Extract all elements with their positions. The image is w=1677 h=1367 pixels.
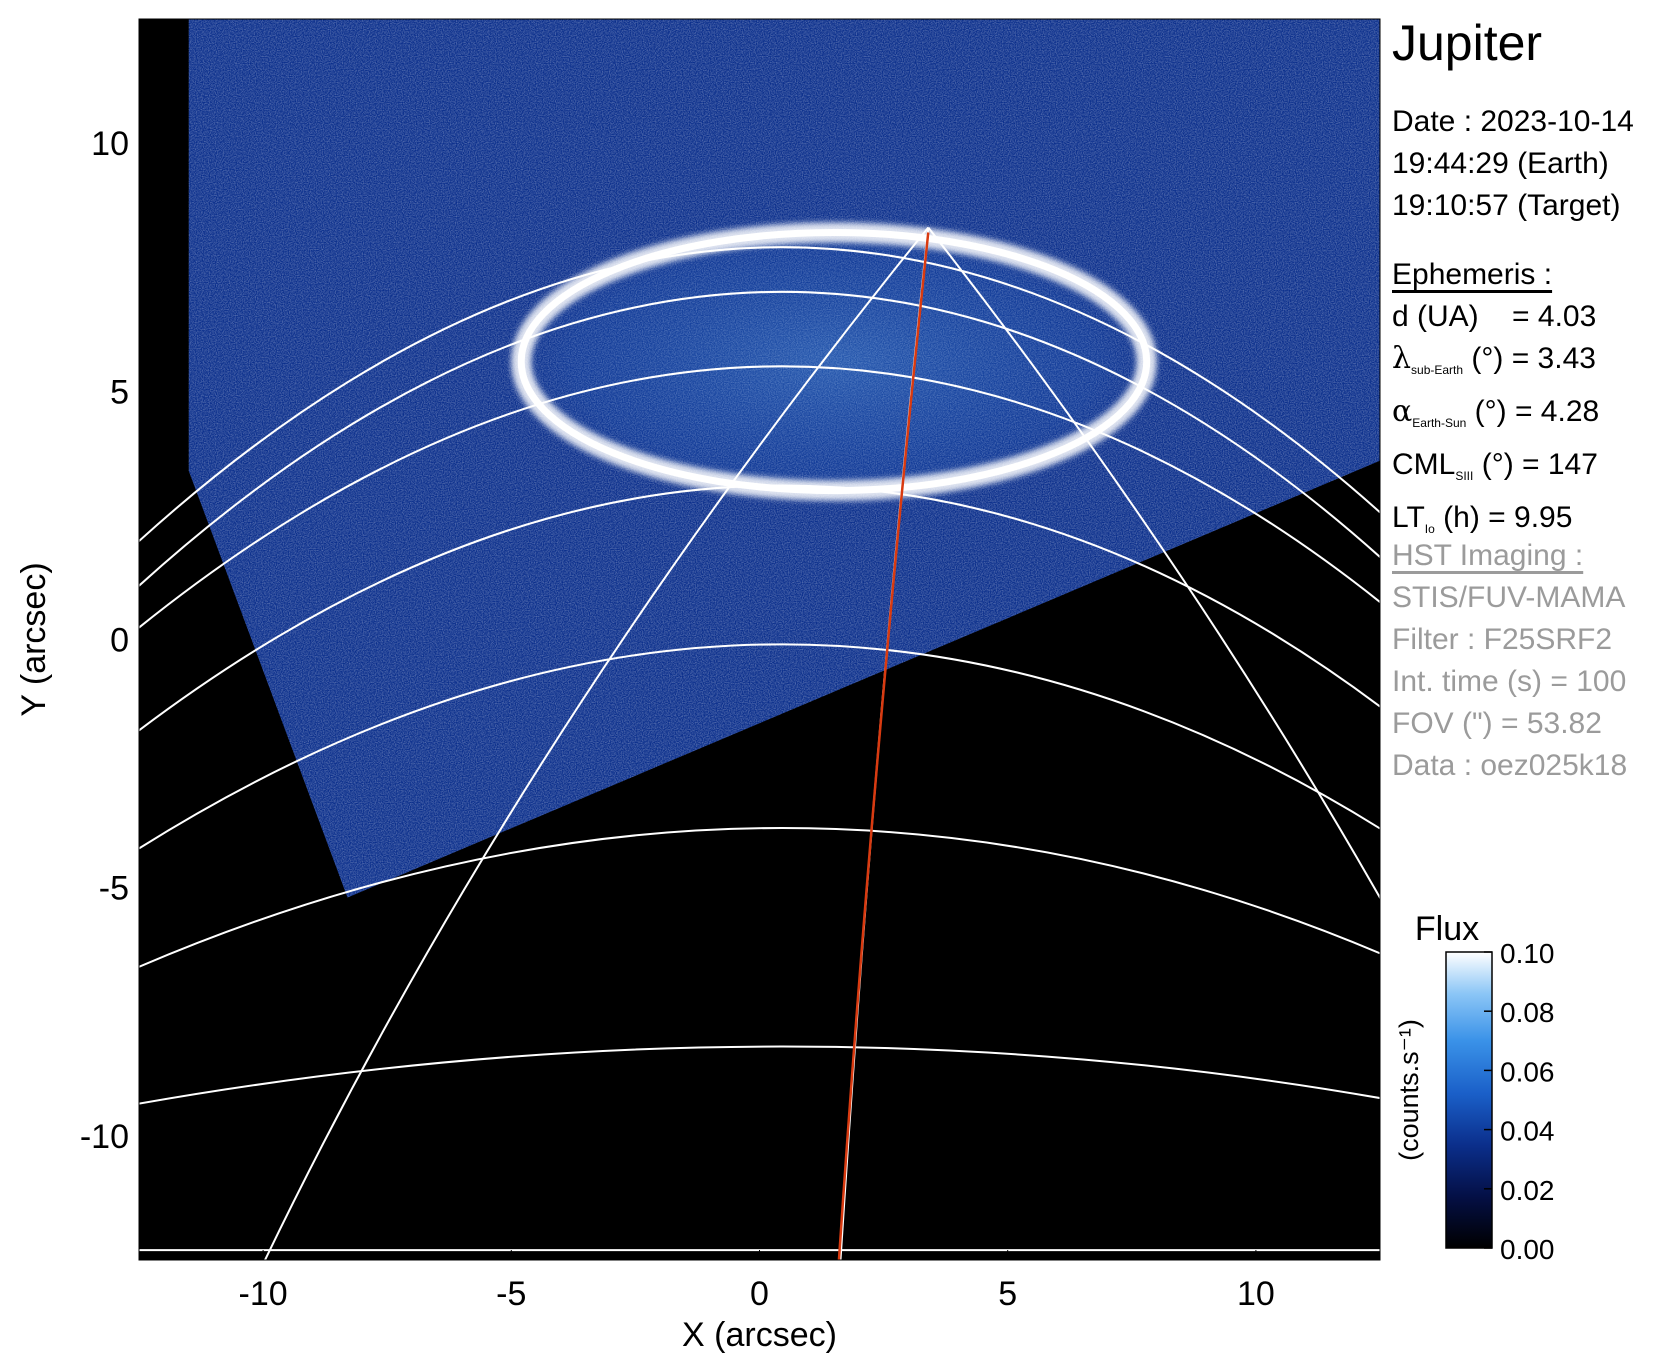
hst-imaging-block: HST Imaging : STIS/FUV-MAMA Filter : F25… (1392, 535, 1627, 787)
meridian-line (927, 226, 1380, 900)
io-local-time-line: LTIo (h) = 9.95 (1392, 497, 1599, 550)
filter: Filter : F25SRF2 (1392, 623, 1613, 656)
coordinate-grid (139, 226, 1380, 1260)
field-of-view: FOV (") = 53.82 (1392, 707, 1602, 740)
x-tick-label: -10 (239, 1275, 288, 1313)
lt-label: LT (1392, 501, 1425, 534)
colorbar-tick-label: 0.08 (1500, 997, 1555, 1028)
latitude-circle (139, 291, 1380, 588)
x-axis: -10 -5 0 5 10 (239, 1250, 1275, 1313)
phase-angle-value: (°) = 4.28 (1474, 395, 1600, 428)
colorbar: 0.00 0.02 0.04 0.06 0.08 0.10 Flux (counts.s⁻… (1394, 910, 1555, 1265)
data-id: Data : oez025k18 (1392, 749, 1628, 782)
colorbar-tick-label: 0.06 (1500, 1056, 1555, 1087)
date-line: Date : 2023-10-14 (1392, 105, 1634, 138)
sub-earth-latitude-value: (°) = 3.43 (1471, 342, 1596, 375)
lambda-symbol: λ (1392, 341, 1412, 376)
x-axis-label: X (arcsec) (682, 1316, 837, 1354)
lambda-subscript: sub-Earth (1411, 363, 1464, 377)
io-local-time-value: (h) = 9.95 (1443, 501, 1573, 534)
meridian-line (263, 226, 930, 1260)
alpha-symbol: α (1392, 394, 1413, 429)
ephemeris-header: Ephemeris : (1392, 258, 1553, 291)
colorbar-ticks: 0.00 0.02 0.04 0.06 0.08 0.10 (1484, 938, 1555, 1265)
phase-angle-line: αEarth-Sun (°) = 4.28 (1392, 391, 1599, 444)
colorbar-tick-label: 0.04 (1500, 1116, 1555, 1147)
cml-value: (°) = 147 (1481, 448, 1598, 481)
latitude-circle (139, 827, 1380, 969)
cml-line: CMLSIII (°) = 147 (1392, 444, 1599, 497)
latitude-circle (139, 246, 1380, 543)
earth-time: 19:44:29 (Earth) (1392, 147, 1609, 180)
planet-title: Jupiter (1392, 15, 1543, 71)
sub-earth-latitude-line: λsub-Earth (°) = 3.43 (1392, 338, 1599, 391)
y-tick-label: 5 (110, 373, 129, 411)
latitude-circle (139, 484, 1380, 732)
alpha-subscript: Earth-Sun (1412, 416, 1467, 430)
auroral-oval-core (517, 228, 1151, 495)
date-block: Date : 2023-10-14 19:44:29 (Earth) 19:10… (1392, 101, 1634, 227)
highlight-meridian (837, 232, 930, 1260)
y-tick-label: 0 (110, 622, 129, 660)
x-tick-label: 0 (750, 1275, 769, 1313)
cml-subscript: SIII (1455, 469, 1474, 483)
x-tick-label: 10 (1237, 1275, 1275, 1313)
colorbar-scale (1445, 951, 1493, 1249)
distance-label: d (UA) (1392, 300, 1479, 333)
y-tick-label: 10 (91, 125, 129, 163)
latitude-circle (139, 1045, 1380, 1105)
colorbar-tick-label: 0.02 (1500, 1175, 1555, 1206)
lt-subscript: Io (1424, 522, 1435, 536)
y-axis: -10 -5 0 5 10 (80, 125, 149, 1156)
latitude-circle (139, 643, 1380, 850)
colorbar-tick-label: 0.10 (1500, 938, 1555, 969)
instrument: STIS/FUV-MAMA (1392, 581, 1626, 614)
y-tick-label: -10 (80, 1118, 129, 1156)
auroral-glow (505, 219, 1163, 504)
target-time: 19:10:57 (Target) (1392, 189, 1621, 222)
ephemeris-block: Ephemeris : d (UA) = 4.03 λsub-Earth (°)… (1392, 254, 1599, 550)
x-tick-label: 5 (998, 1275, 1017, 1313)
x-tick-label: -5 (496, 1275, 526, 1313)
cml-label: CML (1392, 448, 1456, 481)
latitude-circle (139, 365, 1380, 630)
y-axis-label: Y (arcsec) (15, 562, 53, 716)
hst-header: HST Imaging : (1392, 539, 1584, 572)
y-tick-label: -5 (99, 870, 129, 908)
colorbar-title: Flux (1415, 910, 1479, 948)
distance-value: = 4.03 (1512, 300, 1597, 333)
distance-line: d (UA) = 4.03 (1392, 296, 1599, 338)
colorbar-tick-label: 0.00 (1500, 1234, 1555, 1265)
integration-time: Int. time (s) = 100 (1392, 665, 1627, 698)
colorbar-label: (counts.s⁻¹) (1394, 1019, 1424, 1161)
